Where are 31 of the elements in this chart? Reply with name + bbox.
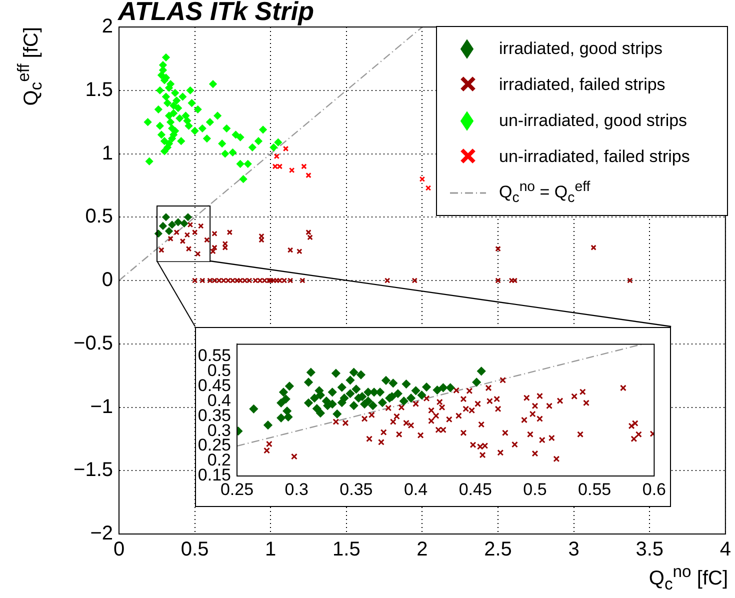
y-tick-label: −0.5	[74, 332, 113, 354]
y-tick-label: 0	[102, 269, 113, 292]
x-tick-label: 0.4	[404, 480, 428, 499]
y-tick-label: −1	[90, 396, 113, 418]
x-tick-label: 0.6	[642, 480, 666, 499]
x-tick-label: 1	[265, 538, 276, 561]
x-tick-label: 0.5	[180, 538, 209, 561]
x-tick-label: 4	[720, 538, 731, 561]
y-tick-label: 1.5	[85, 78, 113, 101]
y-tick-label: 2	[102, 16, 113, 38]
x-tick-label: 3.5	[636, 538, 664, 561]
x-tick-label: 0.3	[284, 480, 308, 499]
chart-title: ATLAS ITk Strip	[118, 0, 314, 27]
y-tick-label: 0.5	[85, 206, 113, 228]
x-tick-label: 3	[568, 538, 580, 561]
y-tick-label: 1	[102, 142, 113, 164]
y-tick-label: −2	[90, 522, 113, 545]
x-tick-label: 1.5	[332, 538, 360, 561]
x-tick-label: 2.5	[484, 538, 512, 561]
x-tick-label: 2	[416, 538, 428, 561]
y-tick-label: −1.5	[74, 459, 113, 482]
x-tick-label: 0.25	[220, 480, 254, 499]
x-tick-label: 0.35	[340, 480, 373, 499]
x-tick-label: 0.5	[523, 480, 547, 499]
x-axis-title: Q$_{c}$$^{no}$ [fC]	[648, 562, 728, 595]
x-tick-label: 0.45	[458, 480, 492, 499]
x-tick-label: 0.55	[578, 480, 612, 499]
legend-label: irradiated, failed strips	[499, 75, 666, 95]
legend-label: irradiated, good strips	[499, 39, 662, 59]
legend-label: un-irradiated, good strips	[499, 111, 688, 131]
legend-label: un-irradiated, failed strips	[499, 147, 690, 167]
